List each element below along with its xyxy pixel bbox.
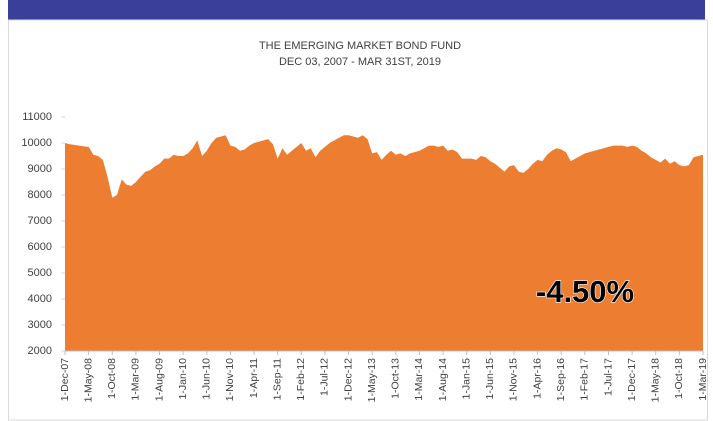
y-tick-label: 2000: [28, 345, 52, 357]
y-tick-label: 6000: [28, 241, 52, 253]
chart-border: [8, 19, 708, 421]
annotation: -4.50%: [536, 274, 634, 309]
chart-subtitle: DEC 03, 2007 - MAR 31ST, 2019: [279, 56, 441, 68]
x-tick-label: 1-Mar-14: [413, 358, 425, 401]
y-tick-label: 5000: [28, 267, 52, 279]
x-tick-label: 1-May-18: [650, 358, 662, 403]
x-tick-label: 1-Jul-12: [319, 358, 331, 396]
x-tick-label: 1-May-13: [366, 358, 378, 403]
y-tick-label: 8000: [28, 189, 52, 201]
x-tick-label: 1-May-08: [82, 358, 94, 403]
x-tick-label: 1-Jan-15: [460, 358, 472, 400]
x-tick-label: 1-Jun-10: [201, 358, 213, 400]
x-tick-label: 1-Feb-12: [295, 358, 307, 401]
x-tick-label: 1-Jun-15: [484, 358, 496, 400]
y-tick-label: 7000: [28, 215, 52, 227]
x-tick-label: 1-Oct-08: [106, 358, 118, 399]
x-tick-label: 1-Aug-09: [153, 358, 165, 401]
x-tick-label: 1-Feb-17: [579, 358, 591, 401]
x-tick-label: 1-Dec-17: [626, 358, 638, 401]
x-tick-label: 1-Jan-10: [177, 358, 189, 400]
x-tick-label: 1-Mar-09: [130, 358, 142, 401]
y-tick-label: 4000: [28, 293, 52, 305]
y-tick-label: 10000: [21, 137, 52, 149]
x-tick-label: 1-Aug-14: [437, 358, 449, 401]
x-tick-label: 1-Oct-13: [390, 358, 402, 399]
x-tick-label: 1-Nov-10: [224, 358, 236, 401]
y-tick-label: 11000: [22, 111, 52, 123]
chart-title: THE EMERGING MARKET BOND FUND: [259, 40, 461, 52]
area: [65, 135, 703, 351]
header-bar: [8, 0, 705, 20]
x-tick-label: 1-Apr-16: [531, 358, 543, 399]
x-tick-label: 1-Mar-19: [697, 358, 709, 401]
x-tick-label: 1-Dec-07: [59, 358, 71, 401]
x-tick-label: 1-Sep-11: [271, 358, 283, 401]
x-tick-label: 1-Oct-18: [673, 358, 685, 399]
y-tick-label: 9000: [28, 163, 52, 175]
y-tick-label: 3000: [28, 319, 52, 331]
x-tick-label: 1-Dec-12: [342, 358, 354, 401]
x-tick-label: 1-Jul-17: [602, 358, 614, 396]
x-tick-label: 1-Nov-15: [508, 358, 520, 401]
x-tick-label: 1-Sep-16: [555, 358, 567, 401]
x-tick-label: 1-Apr-11: [248, 358, 260, 398]
